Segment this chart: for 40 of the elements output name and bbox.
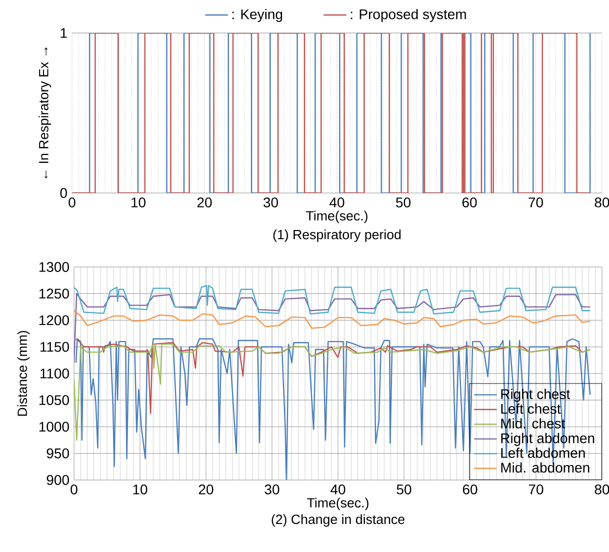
x-axis-title: Time(sec.) (306, 210, 368, 224)
x-tick-label: 70 (528, 484, 544, 494)
x-tick-label: 50 (396, 197, 410, 208)
y-tick-label: 0 (60, 188, 67, 198)
y-tick-label: 1 (60, 28, 67, 38)
x-tick-label: 30 (264, 484, 280, 494)
x-tick-label: 60 (462, 484, 478, 494)
y-tick-label: 950 (46, 448, 69, 458)
x-tick-label: 30 (263, 197, 278, 208)
x-axis-title: Time(sec.) (307, 498, 368, 510)
legend-label: : Keying (232, 8, 282, 22)
x-tick-label: 0 (68, 197, 76, 208)
y-axis-title: ← In Respiratory Ex → (38, 48, 52, 178)
y-tick-label: 1300 (39, 262, 69, 272)
x-tick-label: 40 (330, 197, 344, 208)
x-tick-label: 80 (594, 484, 609, 494)
y-tick-label: 1000 (39, 422, 69, 432)
line-series (74, 310, 591, 329)
text: (1) Respiratory period (273, 229, 401, 242)
y-tick-label: 900 (46, 475, 69, 485)
y-axis-title: Distance (mm) (17, 330, 30, 416)
legend-label: Mid. abdomen (501, 462, 590, 473)
x-tick-label: 10 (132, 197, 146, 208)
y-tick-label: 1150 (40, 342, 69, 352)
x-tick-label: 20 (198, 484, 214, 494)
x-tick-label: 10 (133, 484, 148, 494)
line-series (74, 285, 591, 314)
legend-label: : Proposed system (350, 8, 466, 22)
x-tick-label: 0 (70, 484, 78, 494)
x-tick-label: 80 (594, 197, 609, 208)
text: (2) Change in distance (272, 514, 404, 527)
x-tick-label: 50 (396, 484, 412, 494)
y-tick-label: 1200 (39, 315, 69, 326)
x-tick-label: 20 (197, 197, 212, 208)
x-tick-label: 60 (462, 197, 477, 208)
x-tick-label: 70 (528, 197, 543, 208)
x-tick-label: 40 (330, 484, 346, 494)
y-tick-label: 1100 (40, 368, 69, 378)
y-tick-label: 1050 (39, 395, 69, 406)
y-tick-label: 1250 (39, 288, 69, 299)
